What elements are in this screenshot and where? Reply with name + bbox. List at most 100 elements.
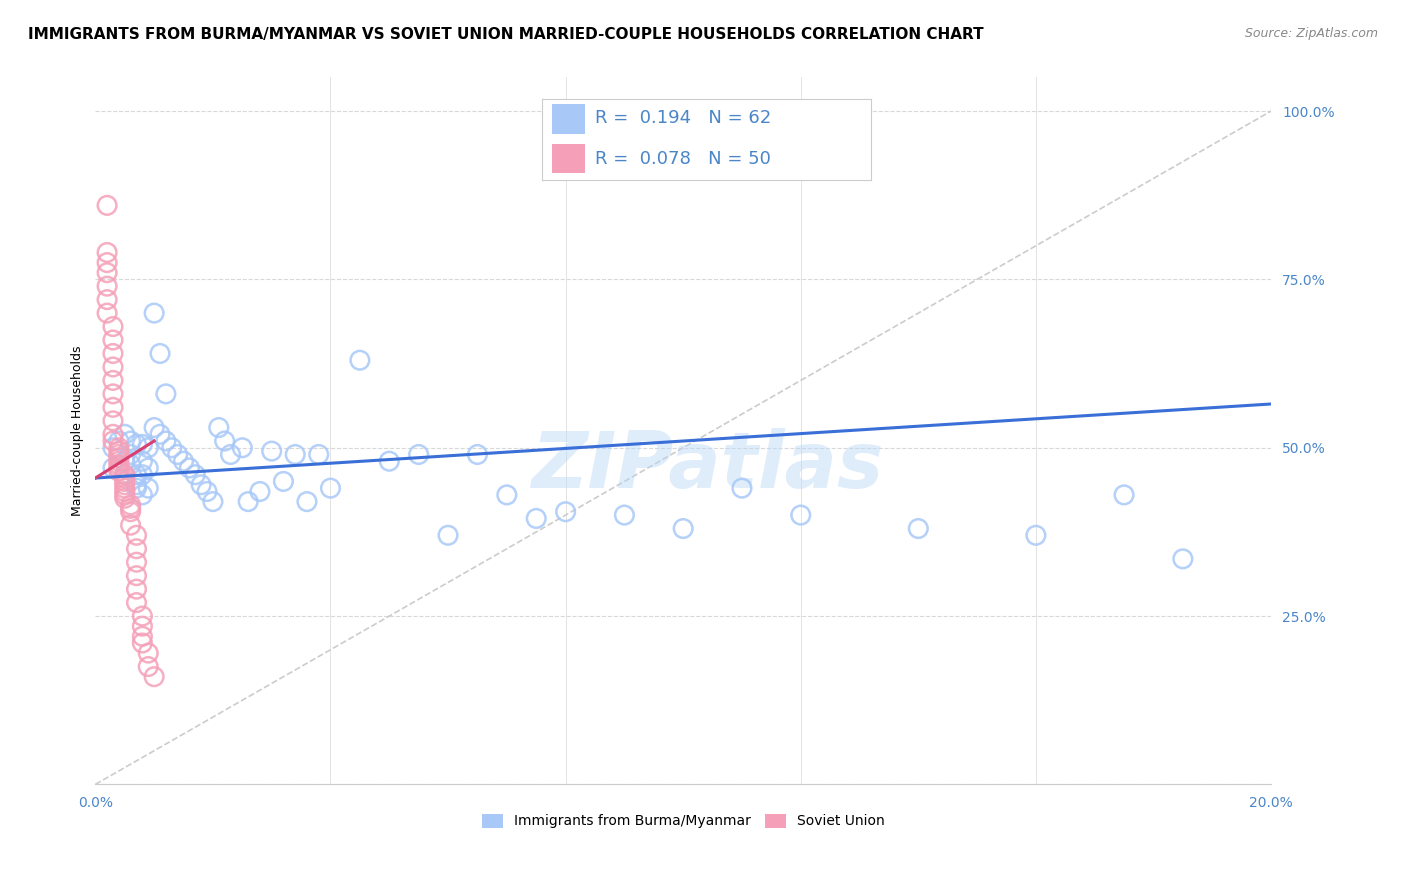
Point — [114, 467, 136, 482]
Point — [143, 420, 166, 434]
Point — [114, 475, 136, 489]
Point — [125, 481, 148, 495]
Point — [378, 454, 401, 468]
Point — [1171, 552, 1194, 566]
Point — [1112, 488, 1135, 502]
Point — [155, 434, 177, 448]
Point — [120, 518, 142, 533]
Point — [120, 501, 142, 516]
Point — [524, 511, 547, 525]
Point — [131, 636, 153, 650]
Point — [238, 494, 260, 508]
Point — [131, 629, 153, 643]
Point — [308, 448, 330, 462]
Point — [408, 448, 430, 462]
Point — [101, 434, 124, 448]
Legend: Immigrants from Burma/Myanmar, Soviet Union: Immigrants from Burma/Myanmar, Soviet Un… — [477, 808, 890, 834]
Point — [166, 448, 188, 462]
Point — [149, 427, 172, 442]
Point — [437, 528, 460, 542]
Point — [219, 448, 242, 462]
Text: IMMIGRANTS FROM BURMA/MYANMAR VS SOVIET UNION MARRIED-COUPLE HOUSEHOLDS CORRELAT: IMMIGRANTS FROM BURMA/MYANMAR VS SOVIET … — [28, 27, 984, 42]
Point — [295, 494, 318, 508]
Point — [114, 484, 136, 499]
Point — [96, 266, 118, 280]
Text: ZIPatlas: ZIPatlas — [530, 428, 883, 504]
Point — [672, 522, 695, 536]
Point — [349, 353, 371, 368]
Point — [108, 461, 131, 475]
Point — [108, 434, 131, 448]
Point — [284, 448, 307, 462]
Point — [108, 454, 131, 468]
Point — [143, 670, 166, 684]
Point — [131, 437, 153, 451]
Point — [613, 508, 636, 522]
Point — [131, 609, 153, 624]
Point — [495, 488, 517, 502]
Point — [101, 401, 124, 415]
Point — [101, 346, 124, 360]
Y-axis label: Married-couple Households: Married-couple Households — [72, 346, 84, 516]
Point — [731, 481, 754, 495]
Point — [120, 498, 142, 512]
Point — [101, 461, 124, 475]
Point — [114, 488, 136, 502]
Point — [101, 387, 124, 401]
Point — [101, 441, 124, 455]
Point — [136, 461, 159, 475]
Point — [273, 475, 295, 489]
Point — [214, 434, 236, 448]
Point — [108, 444, 131, 458]
Point — [120, 448, 142, 462]
Point — [149, 346, 172, 360]
Point — [179, 461, 201, 475]
Point — [108, 448, 131, 462]
Point — [101, 373, 124, 387]
Point — [96, 198, 118, 212]
Point — [184, 467, 207, 482]
Point — [114, 467, 136, 482]
Point — [136, 659, 159, 673]
Point — [125, 541, 148, 556]
Point — [125, 555, 148, 569]
Point — [554, 505, 576, 519]
Point — [120, 505, 142, 519]
Point — [467, 448, 489, 462]
Point — [125, 528, 148, 542]
Point — [260, 444, 283, 458]
Point — [114, 477, 136, 491]
Point — [114, 471, 136, 485]
Text: Source: ZipAtlas.com: Source: ZipAtlas.com — [1244, 27, 1378, 40]
Point — [114, 427, 136, 442]
Point — [907, 522, 929, 536]
Point — [231, 441, 253, 455]
Point — [131, 619, 153, 633]
Point — [173, 454, 195, 468]
Point — [101, 333, 124, 347]
Point — [108, 441, 131, 455]
Point — [131, 454, 153, 468]
Point — [125, 477, 148, 491]
Point — [190, 477, 212, 491]
Point — [143, 306, 166, 320]
Point — [125, 582, 148, 596]
Point — [101, 414, 124, 428]
Point — [96, 255, 118, 269]
Point — [136, 441, 159, 455]
Point — [108, 464, 131, 478]
Point — [101, 359, 124, 374]
Point — [790, 508, 813, 522]
Point — [160, 441, 183, 455]
Point — [125, 467, 148, 482]
Point — [249, 484, 271, 499]
Point — [125, 568, 148, 582]
Point — [131, 467, 153, 482]
Point — [201, 494, 224, 508]
Point — [136, 481, 159, 495]
Point — [195, 484, 218, 499]
Point — [1025, 528, 1047, 542]
Point — [101, 319, 124, 334]
Point — [114, 481, 136, 495]
Point — [125, 437, 148, 451]
